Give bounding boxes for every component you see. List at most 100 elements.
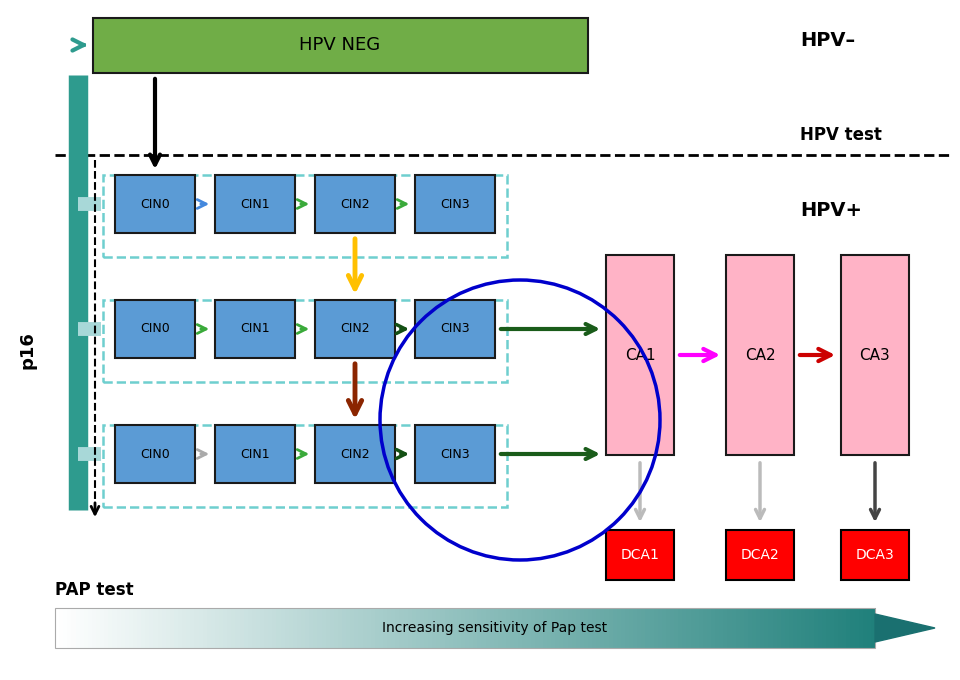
Bar <box>777 608 781 648</box>
Bar <box>116 608 122 648</box>
Bar <box>420 608 425 648</box>
Bar <box>596 608 601 648</box>
Bar <box>732 608 736 648</box>
Bar <box>350 608 355 648</box>
Bar <box>633 608 638 648</box>
Bar <box>105 608 109 648</box>
Bar <box>571 608 577 648</box>
Bar <box>481 608 487 648</box>
Bar <box>793 608 798 648</box>
Bar <box>522 608 527 648</box>
Bar <box>490 608 494 648</box>
Bar <box>547 608 552 648</box>
Bar <box>621 608 626 648</box>
Bar <box>629 608 635 648</box>
Bar <box>408 608 413 648</box>
Bar <box>616 608 622 648</box>
Bar <box>605 608 610 648</box>
Bar <box>441 608 445 648</box>
Bar <box>719 608 724 648</box>
Bar <box>703 608 708 648</box>
Bar <box>551 608 556 648</box>
Bar <box>678 608 684 648</box>
Bar <box>822 608 827 648</box>
Text: CIN1: CIN1 <box>240 322 270 335</box>
Bar <box>103 300 507 382</box>
Bar <box>711 608 716 648</box>
Bar <box>108 608 113 648</box>
Bar <box>637 608 642 648</box>
Text: CIN2: CIN2 <box>340 197 370 211</box>
Bar <box>650 608 655 648</box>
Text: CIN3: CIN3 <box>441 447 469 460</box>
Bar <box>851 608 855 648</box>
Bar <box>428 608 433 648</box>
Bar <box>129 608 133 648</box>
Bar <box>606 255 674 455</box>
Bar <box>695 608 700 648</box>
Bar <box>448 608 454 648</box>
Bar <box>764 608 769 648</box>
Bar <box>157 608 162 648</box>
Text: HPV–: HPV– <box>800 31 855 50</box>
Bar <box>805 608 810 648</box>
Bar <box>580 608 585 648</box>
Bar <box>252 608 257 648</box>
Bar <box>289 608 294 648</box>
Bar <box>383 608 388 648</box>
Bar <box>726 530 794 580</box>
Bar <box>809 608 814 648</box>
Bar <box>145 608 151 648</box>
Bar <box>498 608 503 648</box>
Bar <box>103 175 507 257</box>
Bar <box>318 608 323 648</box>
Bar <box>260 608 265 648</box>
Bar <box>744 608 749 648</box>
Text: HPV test: HPV test <box>800 126 882 144</box>
Bar <box>760 608 765 648</box>
Bar <box>477 608 483 648</box>
Polygon shape <box>875 614 935 642</box>
Text: CIN0: CIN0 <box>140 447 170 460</box>
Bar <box>268 608 274 648</box>
Bar <box>121 608 126 648</box>
Bar <box>863 608 868 648</box>
Bar <box>515 608 519 648</box>
Bar <box>531 608 536 648</box>
Text: CIN1: CIN1 <box>240 197 270 211</box>
Bar <box>100 608 106 648</box>
Bar <box>829 608 835 648</box>
Bar <box>80 608 84 648</box>
Bar <box>399 608 404 648</box>
Bar <box>115 300 195 358</box>
Bar <box>403 608 409 648</box>
Text: DCA3: DCA3 <box>855 548 895 562</box>
Bar <box>858 608 864 648</box>
Bar <box>87 608 93 648</box>
Bar <box>871 608 876 648</box>
Bar <box>92 18 588 73</box>
Bar <box>461 608 466 648</box>
Bar <box>315 175 395 233</box>
Bar <box>654 608 659 648</box>
Bar <box>415 175 495 233</box>
Bar <box>215 425 295 483</box>
Bar <box>666 608 671 648</box>
Bar <box>322 608 326 648</box>
Bar <box>768 608 774 648</box>
Text: p16: p16 <box>19 331 37 369</box>
Bar <box>802 608 806 648</box>
Bar <box>465 608 470 648</box>
Bar <box>315 425 395 483</box>
Bar <box>55 608 60 648</box>
Bar <box>280 608 286 648</box>
Bar <box>215 608 220 648</box>
Bar <box>826 608 831 648</box>
Bar <box>453 608 458 648</box>
Bar <box>309 608 314 648</box>
Bar <box>387 608 393 648</box>
Bar <box>223 608 228 648</box>
Bar <box>543 608 548 648</box>
Bar <box>347 608 351 648</box>
Bar <box>600 608 606 648</box>
